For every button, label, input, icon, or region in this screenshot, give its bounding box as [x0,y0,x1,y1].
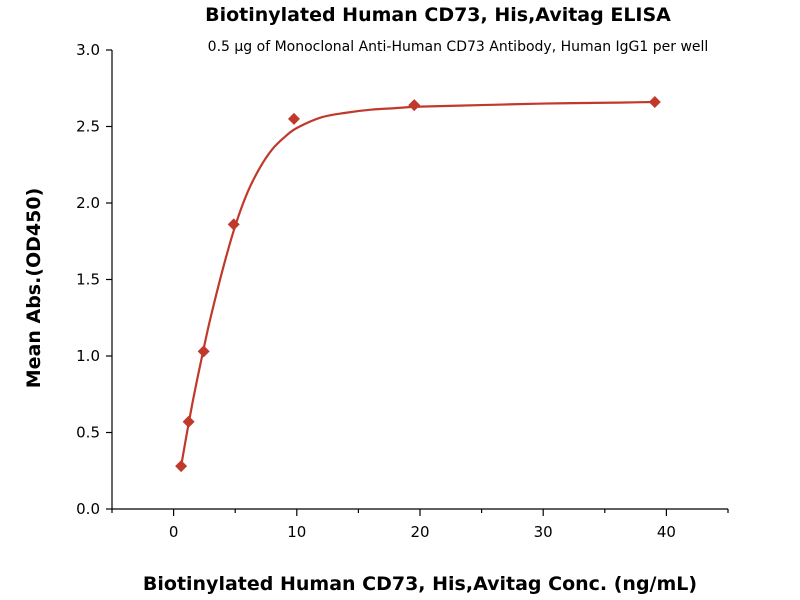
data-point [227,218,240,231]
chart-title: Biotinylated Human CD73, His,Avitag ELIS… [205,4,671,26]
y-tick-label: 3.0 [76,41,100,59]
y-tick-label: 0.5 [76,424,100,442]
data-point [287,112,300,125]
y-tick-label: 2.5 [76,118,100,136]
y-tick-label: 2.0 [76,194,100,212]
data-point [182,415,195,428]
x-tick-label: 0 [169,523,179,541]
data-point [408,99,421,112]
x-tick-label: 10 [287,523,306,541]
y-tick-label: 1.0 [76,347,100,365]
data-point [175,460,188,473]
x-axis-label: Biotinylated Human CD73, His,Avitag Conc… [143,573,697,595]
y-axis-label: Mean Abs.(OD450) [23,188,45,389]
data-point [648,96,661,109]
fit-curve [180,100,655,467]
x-tick-label: 40 [657,523,676,541]
data-point [197,345,210,358]
x-axis-ticks: 0 10 20 30 40 [111,509,729,541]
y-tick-label: 0.0 [76,500,100,518]
y-axis-ticks: 0.0 0.5 1.0 1.5 2.0 2.5 3.0 [76,41,112,518]
x-tick-label: 20 [410,523,429,541]
y-tick-label: 1.5 [76,271,100,289]
chart-subtitle: 0.5 µg of Monoclonal Anti-Human CD73 Ant… [208,39,709,55]
x-tick-label: 30 [534,523,553,541]
data-points [175,96,661,473]
